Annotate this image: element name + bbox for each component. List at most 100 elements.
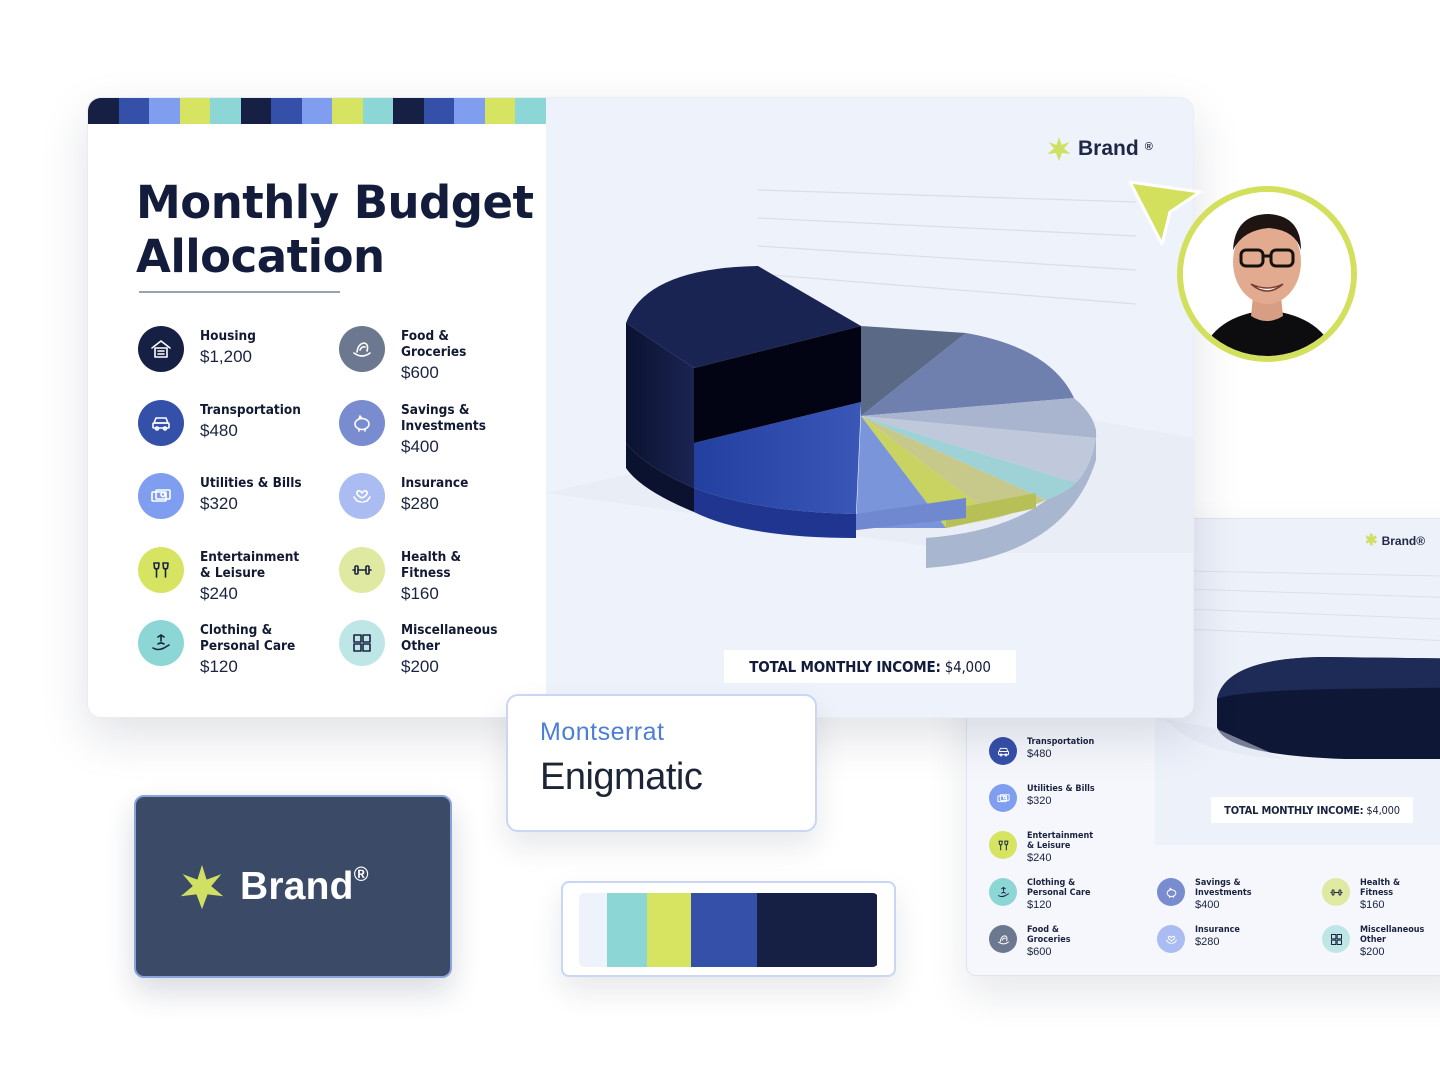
brand-star-icon: [1047, 137, 1071, 161]
category-name: Food & Groceries: [401, 328, 467, 360]
secondary-category-amount: $240: [1027, 852, 1052, 864]
budget-slide[interactable]: Monthly Budget Allocation Housing $1,200 F…: [87, 97, 1194, 718]
secondary-category-name: Insurance: [1195, 925, 1240, 935]
brand-star-icon: [180, 864, 224, 909]
secondary-category-name: Savings & Investments: [1195, 878, 1252, 898]
stripe-segment: [362, 98, 394, 124]
category-name: Housing: [200, 328, 256, 344]
total-income-value: $4,000: [944, 657, 991, 676]
piggy-bank-icon: [339, 400, 385, 446]
category-name: Miscellaneous Other: [401, 622, 498, 654]
brand-logo-card[interactable]: Brand®: [134, 795, 452, 978]
category-name: Clothing & Personal Care: [200, 622, 296, 654]
brand-label: Brand: [1078, 137, 1139, 160]
palette-swatch[interactable]: [647, 893, 691, 967]
palette-swatch[interactable]: [757, 893, 877, 967]
category-name: Insurance: [401, 475, 469, 491]
pie-chart-3d: [546, 189, 1193, 568]
stripe-segment: [393, 98, 424, 124]
secondary-category-item: Health & Fitness $160: [1322, 878, 1400, 912]
secondary-chart-area: [1155, 519, 1440, 845]
font-name: Montserrat: [540, 718, 665, 746]
heart-hands-icon: [1157, 925, 1185, 953]
category-item: Health & Fitness $160: [339, 547, 462, 605]
brand-card-text: Brand: [240, 864, 354, 908]
category-amount: $240: [200, 584, 238, 603]
secondary-category-item: Entertainment & Leisure $240: [989, 831, 1093, 865]
stripe-segment: [179, 98, 211, 124]
color-palette-card[interactable]: [561, 881, 896, 977]
secondary-total-income: TOTAL MONTHLY INCOME: $4,000: [1211, 797, 1413, 823]
secondary-category-amount: $280: [1195, 936, 1220, 948]
avatar[interactable]: [1177, 186, 1357, 362]
secondary-category-amount: $400: [1195, 899, 1220, 911]
category-amount: $280: [401, 494, 439, 513]
brand-star-icon: ✱: [1365, 532, 1378, 549]
category-name: Savings & Investments: [401, 402, 486, 434]
secondary-total-value: $4,000: [1366, 803, 1400, 817]
stripe-segment: [271, 98, 302, 124]
secondary-total-label: TOTAL MONTHLY INCOME:: [1224, 803, 1364, 817]
stripe-segment: [332, 98, 363, 124]
category-amount: $480: [200, 421, 238, 440]
category-amount: $400: [401, 437, 439, 456]
chart-panel: [546, 98, 1193, 717]
stripe-segment: [88, 98, 119, 124]
secondary-category-amount: $600: [1027, 946, 1052, 958]
title-line-1: Monthly Budget: [136, 176, 534, 229]
brand-registered-mark: ®: [1144, 141, 1153, 153]
brand-card-label: Brand®: [240, 864, 369, 909]
grid-icon: [339, 620, 385, 666]
secondary-category-item: Transportation $480: [989, 737, 1094, 765]
car-icon: [138, 400, 184, 446]
hand-care-icon: [989, 878, 1017, 906]
category-item: Food & Groceries $600: [339, 326, 467, 384]
secondary-category-item: Clothing & Personal Care $120: [989, 878, 1091, 912]
category-item: Savings & Investments $400: [339, 400, 486, 458]
secondary-category-amount: $160: [1360, 899, 1385, 911]
secondary-category-item: Utilities & Bills $320: [989, 784, 1095, 812]
category-item: Utilities & Bills $320: [138, 473, 302, 519]
category-name: Health & Fitness: [401, 549, 462, 581]
secondary-category-item: Savings & Investments $400: [1157, 878, 1252, 912]
category-name: Entertainment & Leisure: [200, 549, 300, 581]
secondary-category-amount: $120: [1027, 899, 1052, 911]
font-sample-card[interactable]: Montserrat Enigmatic: [506, 694, 817, 832]
category-amount: $600: [401, 363, 439, 382]
palette-swatch[interactable]: [579, 893, 607, 967]
avatar-portrait: [1183, 192, 1351, 356]
palette-swatch[interactable]: [691, 893, 757, 967]
secondary-brand-logo: ✱ Brand®: [1365, 533, 1425, 548]
category-name: Transportation: [200, 402, 301, 418]
category-amount: $1,200: [200, 347, 252, 366]
category-amount: $120: [200, 657, 238, 676]
secondary-category-name: Food & Groceries: [1027, 925, 1071, 945]
secondary-category-name: Clothing & Personal Care: [1027, 878, 1091, 898]
piggy-bank-icon: [1157, 878, 1185, 906]
hand-care-icon: [138, 620, 184, 666]
total-income-box: TOTAL MONTHLY INCOME: $4,000: [724, 650, 1016, 683]
secondary-slide[interactable]: ✱ Brand® TOTAL MONTHLY INCOME: $4,000 Tr…: [966, 518, 1440, 976]
secondary-category-name: Miscellaneous Other: [1360, 925, 1425, 945]
secondary-category-name: Health & Fitness: [1360, 878, 1401, 898]
title-line-2: Allocation: [136, 230, 385, 283]
food-icon: [989, 925, 1017, 953]
pointer-cursor-icon: [1128, 180, 1202, 246]
palette-swatch[interactable]: [607, 893, 647, 967]
secondary-category-name: Utilities & Bills: [1027, 784, 1095, 794]
category-item: Insurance $280: [339, 473, 469, 519]
bills-icon: [989, 784, 1017, 812]
color-stripe-bar: [88, 98, 546, 124]
category-amount: $320: [200, 494, 238, 513]
category-item: Miscellaneous Other $200: [339, 620, 498, 678]
stripe-segment: [118, 98, 150, 124]
glasses-icon: [138, 547, 184, 593]
category-amount: $160: [401, 584, 439, 603]
stripe-segment: [210, 98, 241, 124]
secondary-pie-chart: [1165, 570, 1440, 759]
category-item: Housing $1,200: [138, 326, 256, 372]
category-name: Utilities & Bills: [200, 475, 302, 491]
bills-icon: [138, 473, 184, 519]
category-amount: $200: [401, 657, 439, 676]
secondary-category-item: Insurance $280: [1157, 925, 1240, 953]
